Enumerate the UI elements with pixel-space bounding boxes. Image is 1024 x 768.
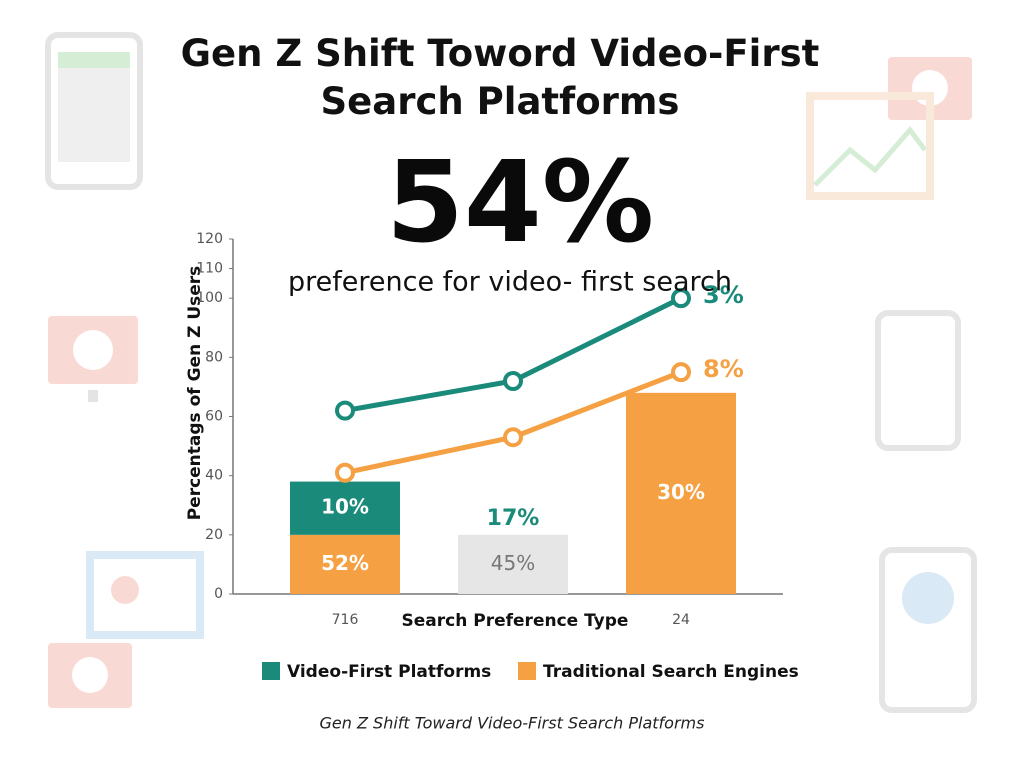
legend-swatch xyxy=(262,662,280,680)
y-axis-label: Percentags of Gen Z Users xyxy=(185,266,205,521)
y-tick-label: 60 xyxy=(205,409,223,425)
line-end-label: 8% xyxy=(703,355,744,383)
x-axis-label: Search Preference Type xyxy=(402,611,629,631)
y-tick-label: 110 xyxy=(196,261,223,277)
legend-swatch xyxy=(518,662,536,680)
x-tick-label: 716 xyxy=(332,612,359,628)
chart-title: Gen Z Shift Toword Video-First Search Pl… xyxy=(180,32,820,123)
y-tick-label: 80 xyxy=(205,349,223,365)
plot: 0 20 40 60 80 100 110 120 716 24 52% 10% 45% 17% 30% 3%… xyxy=(196,231,798,682)
big-stat: 54% xyxy=(386,138,654,268)
bar-label: 45% xyxy=(491,551,535,575)
line-point xyxy=(335,400,355,421)
y-tick-label: 120 xyxy=(196,231,223,247)
line-point xyxy=(335,462,355,483)
bar xyxy=(290,481,400,535)
bar-label: 10% xyxy=(321,495,369,519)
line-end-label: 3% xyxy=(703,281,744,309)
y-tick-label: 20 xyxy=(205,527,223,543)
x-tick-label: 24 xyxy=(672,612,690,628)
background-icons xyxy=(45,32,977,713)
bar-label: 17% xyxy=(487,506,540,531)
line-point xyxy=(503,427,523,448)
bar-label: 30% xyxy=(657,480,705,504)
line-point xyxy=(671,288,691,309)
legend-label: Video-First Platforms xyxy=(287,662,491,682)
bar xyxy=(626,392,736,594)
y-tick-label: 40 xyxy=(205,468,223,484)
line-point xyxy=(503,371,523,391)
y-tick-label: 100 xyxy=(196,290,223,306)
bar xyxy=(458,534,568,594)
y-tick-label: 0 xyxy=(214,586,223,602)
caption: Gen Z Shift Toward Video-First Search Pl… xyxy=(320,714,705,733)
bar xyxy=(290,534,400,594)
subtitle: preference for video- first search xyxy=(288,267,732,298)
line-point xyxy=(671,362,691,383)
bar-label: 52% xyxy=(321,551,369,575)
legend-label: Traditional Search Engines xyxy=(543,662,799,682)
